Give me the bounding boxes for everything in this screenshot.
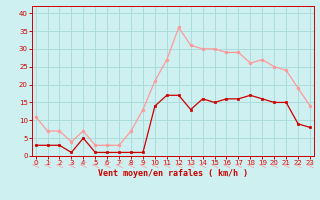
X-axis label: Vent moyen/en rafales ( km/h ): Vent moyen/en rafales ( km/h ) [98, 169, 248, 178]
